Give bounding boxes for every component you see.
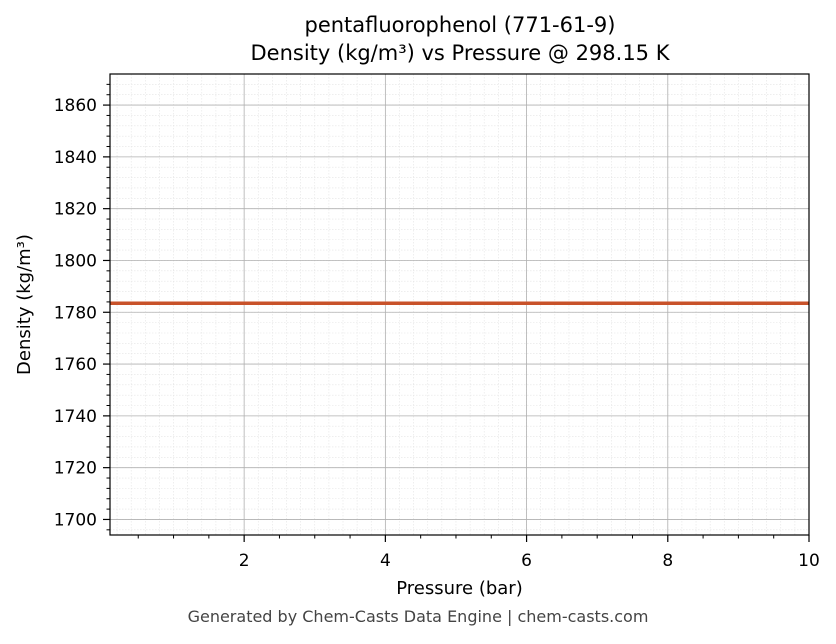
y-tick-label: 1760 bbox=[54, 355, 97, 375]
y-tick-label: 1700 bbox=[54, 510, 97, 530]
x-tick-label: 10 bbox=[798, 551, 820, 571]
y-tick-label: 1840 bbox=[54, 148, 97, 168]
footer-credit: Generated by Chem-Casts Data Engine | ch… bbox=[187, 607, 649, 626]
y-tick-label: 1800 bbox=[54, 251, 97, 271]
y-tick-label: 1740 bbox=[54, 407, 97, 427]
y-tick-label: 1780 bbox=[54, 303, 97, 323]
y-tick-label: 1820 bbox=[54, 200, 97, 220]
chart-subtitle: Density (kg/m³) vs Pressure @ 298.15 K bbox=[250, 41, 670, 65]
x-tick-label: 6 bbox=[521, 551, 532, 571]
y-tick-label: 1860 bbox=[54, 96, 97, 116]
x-tick-label: 8 bbox=[662, 551, 673, 571]
y-axis-label: Density (kg/m³) bbox=[14, 234, 35, 375]
x-tick-label: 2 bbox=[239, 551, 250, 571]
chart-title: pentafluorophenol (771-61-9) bbox=[304, 13, 616, 37]
axes-frame bbox=[109, 73, 810, 536]
y-tick-label: 1720 bbox=[54, 459, 97, 479]
density-pressure-chart: 2 4 6 8 10 1700 1720 1740 1760 1780 1800 1820 1840 18… bbox=[14, 73, 820, 599]
x-axis-label: Pressure (bar) bbox=[396, 578, 522, 599]
x-tick-label: 4 bbox=[380, 551, 391, 571]
